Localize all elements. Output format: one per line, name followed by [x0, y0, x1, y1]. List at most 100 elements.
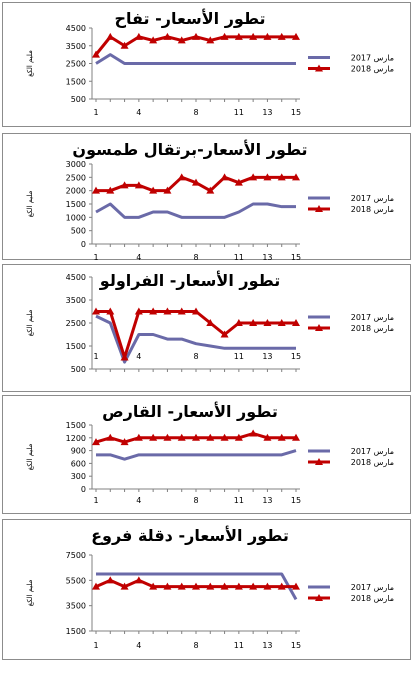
legend-marker [315, 64, 323, 72]
y-tick-label: 600 [71, 459, 86, 468]
y-tick-label: 1500 [66, 421, 86, 430]
x-tick-label: 13 [262, 253, 272, 262]
data-point-2018 [92, 186, 100, 194]
x-tick-label: 15 [291, 641, 301, 650]
y-axis-label: مليم الكغ [26, 190, 34, 217]
x-tick-label: 11 [234, 352, 244, 361]
data-point-2018 [249, 32, 258, 40]
data-point-2018 [149, 36, 158, 44]
data-point-2018 [234, 433, 243, 441]
x-tick-label: 8 [193, 352, 198, 361]
data-point-2018 [106, 433, 115, 441]
x-tick-label: 13 [262, 352, 272, 361]
y-tick-label: 1200 [66, 434, 86, 443]
data-point-2018 [292, 32, 300, 40]
data-point-2018 [192, 32, 200, 40]
x-tick-label: 13 [262, 496, 272, 505]
data-point-2018 [163, 433, 172, 441]
y-tick-label: 1500 [66, 342, 86, 351]
data-point-2018 [106, 186, 115, 194]
legend-marker [315, 324, 323, 331]
chart-panel-3: تطور الأسعار- الفراولو 500 1500 2500 3500 450… [2, 264, 411, 392]
legend-marker [315, 205, 323, 212]
y-tick-label: 2500 [66, 60, 86, 69]
y-axis-label: مليم الكغ [26, 579, 34, 606]
chart-frame [2, 133, 411, 260]
data-point-2018 [277, 433, 286, 441]
data-point-2018 [106, 307, 115, 315]
chart-title: تطور الأسعار- الفراولو [99, 271, 280, 290]
data-point-2018 [120, 41, 129, 49]
x-tick-label: 4 [136, 108, 141, 117]
data-point-2018 [92, 582, 100, 590]
data-point-2018 [263, 173, 272, 181]
y-tick-label: 500 [71, 95, 86, 104]
y-tick-label: 900 [71, 447, 86, 456]
x-tick-label: 15 [291, 352, 301, 361]
data-point-2018 [292, 173, 300, 181]
y-tick-label: 1500 [66, 77, 86, 86]
legend-label: مارس 2017 [351, 194, 394, 203]
data-point-2018 [277, 319, 286, 326]
data-point-2018 [177, 433, 186, 441]
data-point-2018 [92, 307, 100, 315]
data-point-2018 [92, 50, 100, 58]
data-point-2018 [134, 307, 143, 315]
x-tick-label: 8 [193, 641, 198, 650]
x-tick-label: 1 [93, 641, 98, 650]
chart-panel-1: تطور الأسعار- تفاح 500 1500 2500 3500 4500 1 4 8… [2, 2, 411, 127]
y-tick-label: 1000 [66, 213, 86, 222]
chart-title: تطور الأسعار- القارص [102, 402, 278, 421]
x-tick-label: 4 [136, 641, 141, 650]
y-tick-label: 7500 [66, 551, 86, 560]
data-point-2018 [192, 433, 200, 441]
data-point-2018 [263, 433, 272, 441]
data-point-2018 [163, 186, 172, 194]
data-point-2018 [206, 186, 215, 194]
data-point-2018 [120, 181, 129, 189]
chart-panel-4: تطور الأسعار- القارص 0 300 600 900 1200 1500 1 4… [2, 395, 411, 514]
data-point-2018 [120, 438, 129, 446]
data-point-2018 [234, 319, 243, 326]
x-tick-label: 13 [262, 641, 272, 650]
legend-label: مارس 2017 [351, 54, 394, 63]
data-point-2018 [149, 307, 158, 315]
series-line-2017 [96, 449, 297, 461]
x-tick-label: 1 [93, 253, 98, 262]
data-point-2018 [234, 582, 243, 590]
y-axis-label: مليم الكغ [26, 309, 34, 336]
y-tick-label: 1500 [66, 200, 86, 209]
data-point-2018 [220, 433, 229, 441]
y-tick-label: 4500 [66, 273, 86, 282]
data-point-2018 [292, 319, 300, 326]
chart-frame [2, 264, 411, 392]
x-tick-label: 8 [193, 108, 198, 117]
data-point-2018 [220, 582, 229, 590]
data-point-2018 [263, 582, 272, 590]
x-tick-label: 8 [193, 253, 198, 262]
y-tick-label: 5500 [66, 576, 86, 585]
x-tick-label: 4 [136, 496, 141, 505]
data-point-2018 [92, 438, 100, 446]
x-tick-label: 15 [291, 108, 301, 117]
data-point-2018 [292, 433, 300, 441]
legend-label: مارس 2018 [351, 205, 394, 214]
legend-label: مارس 2017 [351, 583, 394, 592]
data-point-2018 [277, 32, 286, 40]
data-point-2018 [177, 582, 186, 590]
series-line-2017 [96, 572, 298, 601]
data-point-2018 [163, 582, 172, 590]
y-tick-label: 1500 [66, 627, 86, 636]
data-point-2018 [177, 36, 186, 44]
chart-title: تطور الأسعار- دقلة فروع [91, 526, 289, 545]
y-tick-label: 2500 [66, 173, 86, 182]
y-tick-label: 3500 [66, 42, 86, 51]
x-tick-label: 8 [193, 496, 198, 505]
legend-label: مارس 2018 [351, 65, 394, 74]
data-point-2018 [249, 319, 258, 326]
data-point-2018 [106, 576, 115, 584]
data-point-2018 [234, 32, 243, 40]
data-point-2018 [134, 576, 143, 584]
y-tick-label: 3500 [66, 296, 86, 305]
data-point-2018 [149, 582, 158, 590]
